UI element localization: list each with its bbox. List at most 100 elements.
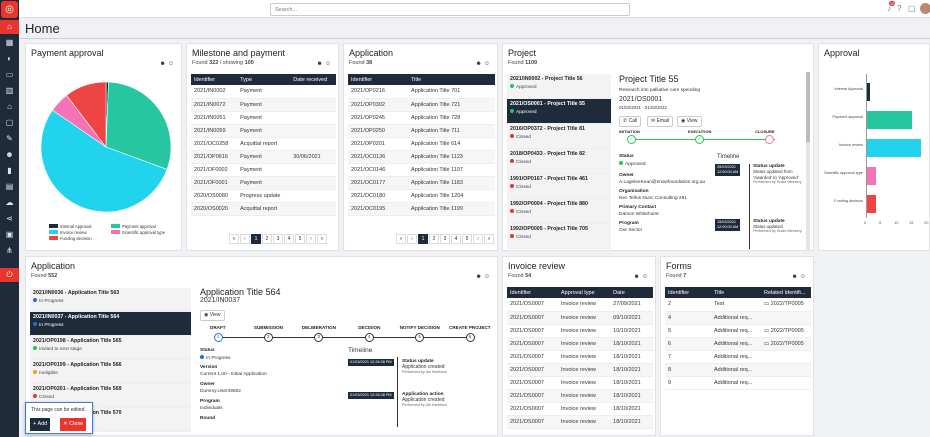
sidebar-item-organisations[interactable]: ▥ [0, 84, 19, 98]
sidebar-item-share[interactable]: ⋖ [0, 212, 19, 226]
table-row[interactable]: 2021/OC0258 Acquittal report [191, 137, 336, 151]
table-row[interactable]: 2021/IN0059 Payment [191, 124, 336, 138]
table-row[interactable]: 2021/OS0007 Invoice review 18/10/2021 [507, 376, 653, 390]
table-row[interactable]: 2021/IN0072 Payment [191, 98, 336, 112]
table-row[interactable]: 6 Additional req... ▭ 2022/TP0005 [665, 337, 811, 351]
table-row[interactable]: 2021/OC0146 Application Title 1107 [348, 163, 495, 177]
column-header[interactable]: Title [408, 74, 495, 85]
table-row[interactable]: 2021/OF0002 Payment [191, 163, 336, 177]
bar[interactable] [867, 139, 921, 157]
scrollbar[interactable] [806, 72, 810, 250]
list-item[interactable]: 1991/OP0167 - Project Title 461 Closed [507, 174, 611, 199]
page-button[interactable]: 5 [295, 234, 305, 244]
sidebar-item-payments[interactable]: ▭ [0, 68, 19, 82]
pie-slice[interactable] [40, 109, 168, 213]
add-user-icon[interactable]: ☺ [167, 61, 176, 67]
users-icon[interactable]: ☻ [633, 274, 642, 280]
sidebar-item-reports[interactable]: ▮ [0, 164, 19, 178]
list-item[interactable]: 1992/OP0004 - Project Title 880 Closed [507, 199, 611, 224]
page-button[interactable]: 2 [262, 234, 272, 244]
legend-item[interactable]: Funding decision [49, 236, 111, 242]
table-row[interactable]: 2021/OS0007 Invoice review 18/10/2021 [507, 389, 653, 403]
sidebar-item-id-card[interactable]: ▣ [0, 228, 19, 242]
list-item[interactable]: 2021/OP0198 - Application Title 565 Invit… [30, 336, 191, 360]
table-row[interactable]: 2021/OC0177 Application Title 1183 [348, 176, 495, 190]
list-item[interactable]: 2021/IN0002 - Project Title 56 Approved [507, 74, 611, 99]
legend-item[interactable]: Scientific approval type [111, 230, 173, 236]
column-header[interactable]: Date received [290, 74, 336, 85]
table-row[interactable]: 2021/OF0001 Payment [191, 176, 336, 190]
sidebar-item-users[interactable]: ☻ [0, 148, 19, 162]
table-row[interactable]: 2021/OC0180 Application Title 1204 [348, 189, 495, 203]
page-button[interactable]: › [473, 234, 483, 244]
table-row[interactable]: 4 Additional req... [665, 311, 811, 325]
page-button[interactable]: » [317, 234, 327, 244]
column-header[interactable]: Date [610, 287, 653, 298]
table-row[interactable]: 2020/OS0080 Progress update [191, 189, 336, 203]
page-button[interactable]: 4 [284, 234, 294, 244]
table-row[interactable]: 2021/OS0007 Invoice review 18/10/2021 [507, 337, 653, 351]
list-item[interactable]: 2021/OP0199 - Application Title 566 Ineli… [30, 360, 191, 384]
sidebar-item-tools[interactable]: ✎ [0, 132, 19, 146]
column-header[interactable]: Identifier [348, 74, 409, 85]
page-button[interactable]: « [229, 234, 239, 244]
column-header[interactable]: Title [711, 287, 761, 298]
table-row[interactable]: 2021/OS0007 Invoice review 27/09/2021 [507, 298, 653, 312]
add-user-icon[interactable]: ☺ [641, 274, 650, 280]
table-row[interactable]: 2021/OC0136 Application Title 1123 [348, 150, 495, 164]
table-row[interactable]: 2021/OP0201 Application Title 614 [348, 137, 495, 151]
sidebar-item-calendar[interactable]: ▦ [0, 36, 19, 50]
table-row[interactable]: 2021/OS0007 Invoice review 18/10/2021 [507, 363, 653, 377]
users-icon[interactable]: ☻ [316, 61, 325, 67]
sidebar-item-screens[interactable]: ▢ [0, 116, 19, 130]
table-row[interactable]: 2021/OS0007 Invoice review 09/10/2021 [507, 311, 653, 325]
column-header[interactable]: Identifier [507, 287, 558, 298]
email-button[interactable]: ✉ Email [647, 116, 674, 127]
page-button[interactable]: 1 [251, 234, 261, 244]
message-icon[interactable]: ▢ [908, 4, 916, 13]
add-user-icon[interactable]: ☺ [799, 274, 808, 280]
table-row[interactable]: 2021/OP0250 Application Title 711 [348, 124, 495, 138]
table-row[interactable]: 2021/OP0216 Application Title 701 [348, 85, 495, 99]
table-row[interactable]: 2021/OP0245 Application Title 728 [348, 111, 495, 125]
call-button[interactable]: ✆ Call [619, 116, 642, 127]
list-item[interactable]: 2021/IN0037 - Application Title 564 In Pr… [30, 312, 191, 336]
table-row[interactable]: 2021/OS0007 Invoice review 18/10/2021 [507, 415, 653, 429]
table-row[interactable]: 2021/OC0195 Application Title 1199 [348, 202, 495, 216]
pie-slice[interactable] [66, 81, 107, 148]
sidebar-item-documents[interactable]: ▤ [0, 180, 19, 194]
table-row[interactable]: 5 Additional req... ▭ 2022/TP0005 [665, 324, 811, 338]
users-icon[interactable]: ☻ [475, 274, 484, 280]
sidebar-item-dashboard[interactable]: ◐ [0, 52, 19, 66]
users-icon[interactable]: ☻ [475, 61, 484, 67]
column-header[interactable]: Approval type [558, 287, 611, 298]
list-item[interactable]: 2018/OP0433 - Project Title 82 Closed [507, 149, 611, 174]
list-item[interactable]: 1992/OP0005 - Project Title 705 Closed [507, 224, 611, 249]
close-button[interactable]: ✕ Close [60, 418, 87, 431]
column-header[interactable]: Identifier [665, 287, 711, 298]
table-row[interactable]: 2021/IN0051 Payment [191, 111, 336, 125]
avatar[interactable] [920, 3, 930, 14]
bar[interactable] [867, 111, 912, 129]
bar[interactable] [867, 167, 876, 185]
app-logo-icon[interactable]: ◎ [1, 1, 18, 18]
list-item[interactable]: 2021/OS0001 - Project Title 55 Approved [507, 99, 611, 124]
users-icon[interactable]: ☻ [159, 61, 168, 67]
page-button[interactable]: ‹ [407, 234, 417, 244]
add-user-icon[interactable]: ☺ [324, 61, 333, 67]
page-button[interactable]: 1 [418, 234, 428, 244]
list-item[interactable]: 2016/OP0372 - Project Title 81 Closed [507, 124, 611, 149]
legend-item[interactable]: Internal Approval [49, 224, 111, 230]
pie-slice[interactable] [105, 81, 172, 170]
page-button[interactable]: « [396, 234, 406, 244]
bell-icon[interactable]: ♪ [887, 4, 891, 13]
scrollbar-thumb[interactable] [806, 72, 810, 142]
page-button[interactable]: › [306, 234, 316, 244]
table-row[interactable]: 2021/OS0007 Invoice review 18/10/2021 [507, 350, 653, 364]
table-row[interactable]: 8 Additional req... [665, 363, 811, 377]
bar[interactable] [867, 83, 870, 101]
page-button[interactable]: 2 [429, 234, 439, 244]
help-icon[interactable]: ? [897, 4, 902, 13]
sidebar-item-home[interactable]: ⌂ [0, 20, 19, 34]
add-user-icon[interactable]: ☺ [483, 274, 492, 280]
